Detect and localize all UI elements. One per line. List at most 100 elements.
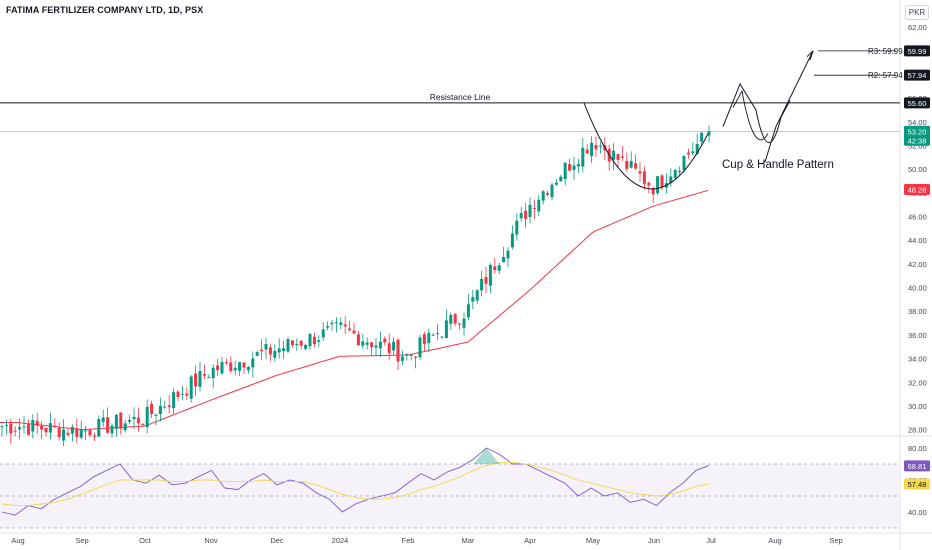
candle	[128, 420, 132, 422]
r2-label: R2: 57.94	[868, 71, 903, 80]
candle	[321, 329, 325, 338]
candle	[123, 423, 127, 431]
last-price-tag: 53.20	[908, 127, 927, 136]
candle	[295, 343, 299, 346]
candle	[629, 161, 633, 168]
currency-button[interactable]: PKR	[905, 5, 929, 20]
candle	[84, 430, 88, 432]
candle	[590, 142, 594, 157]
candle	[374, 345, 378, 348]
price-tick-label: 42.00	[908, 260, 927, 269]
candle	[616, 154, 620, 160]
candle	[546, 193, 550, 195]
candle	[132, 416, 136, 420]
candle	[678, 170, 682, 173]
candle	[150, 403, 154, 415]
cup-curve	[583, 102, 709, 190]
candle	[700, 132, 704, 142]
rsi-value-tag-bg	[904, 460, 930, 472]
candle	[673, 169, 677, 178]
candle	[418, 337, 422, 358]
candle	[154, 414, 158, 416]
time-tick-label: Aug	[768, 536, 781, 545]
candle	[141, 423, 145, 425]
candle	[497, 265, 501, 271]
candle	[44, 427, 48, 433]
candle	[35, 420, 39, 426]
candle	[563, 162, 567, 180]
candle	[532, 208, 536, 210]
candle	[92, 435, 96, 437]
candle	[405, 354, 409, 356]
candle	[458, 323, 462, 325]
ma-price-tag: 48.28	[908, 186, 927, 195]
r2-price-tag-bg	[904, 69, 930, 81]
candle	[66, 432, 70, 435]
candle	[528, 204, 532, 218]
candle	[550, 184, 554, 198]
candle	[18, 427, 22, 430]
candle	[431, 334, 435, 336]
candle	[97, 419, 101, 437]
candle	[304, 344, 308, 349]
candle	[484, 277, 488, 284]
candle	[312, 336, 316, 345]
candle	[343, 324, 347, 327]
time-tick-label: Jun	[648, 536, 660, 545]
candle	[515, 220, 519, 235]
candle	[444, 320, 448, 338]
candle	[185, 393, 189, 396]
candle	[475, 290, 479, 301]
resistance-price-tag-bg	[904, 97, 930, 109]
candle	[145, 407, 149, 428]
candle	[13, 430, 17, 432]
resistance-line-label: Resistance Line	[430, 92, 491, 102]
candle	[53, 425, 57, 427]
candle	[282, 348, 286, 352]
candle	[317, 340, 321, 342]
rsi-value-tag: 68.81	[908, 462, 927, 471]
candle	[242, 362, 246, 368]
candle	[299, 340, 303, 346]
candle	[40, 425, 44, 430]
handle-inner-path	[732, 89, 769, 141]
candle	[180, 393, 184, 395]
candle	[62, 429, 66, 441]
candle	[660, 175, 664, 188]
resistance-price-tag: 55.60	[908, 99, 927, 108]
candle	[167, 405, 171, 407]
price-tick-label: 62.00	[908, 23, 927, 32]
candle	[707, 131, 711, 136]
candle	[158, 405, 162, 415]
candle	[48, 423, 52, 433]
candle	[260, 349, 264, 352]
price-tick-label: 28.00	[908, 426, 927, 435]
r3-price-tag: 59.99	[908, 47, 927, 56]
candle	[110, 425, 114, 434]
candle	[233, 367, 237, 371]
price-tick-label: 40.00	[908, 284, 927, 293]
candle	[26, 424, 30, 435]
candle	[31, 419, 35, 432]
candle	[642, 171, 646, 184]
candle	[268, 347, 272, 355]
candle	[207, 377, 211, 379]
candle	[541, 191, 545, 201]
rsi-tick-label: 80.00	[908, 444, 927, 453]
candle	[198, 371, 202, 387]
candle	[114, 415, 118, 429]
price-tick-label: 44.00	[908, 236, 927, 245]
time-tick-label: Jul	[706, 536, 716, 545]
time-tick-label: Dec	[270, 536, 284, 545]
candle	[480, 279, 484, 291]
candle	[334, 322, 338, 324]
candle	[409, 354, 413, 356]
price-tick-label: 36.00	[908, 331, 927, 340]
candle	[422, 334, 426, 345]
candle	[537, 199, 541, 212]
ma-price-tag-bg	[904, 184, 930, 196]
candle	[286, 339, 290, 352]
chart-title: FATIMA FERTILIZER COMPANY LTD, 1D, PSX	[6, 5, 204, 15]
candle	[229, 362, 233, 371]
